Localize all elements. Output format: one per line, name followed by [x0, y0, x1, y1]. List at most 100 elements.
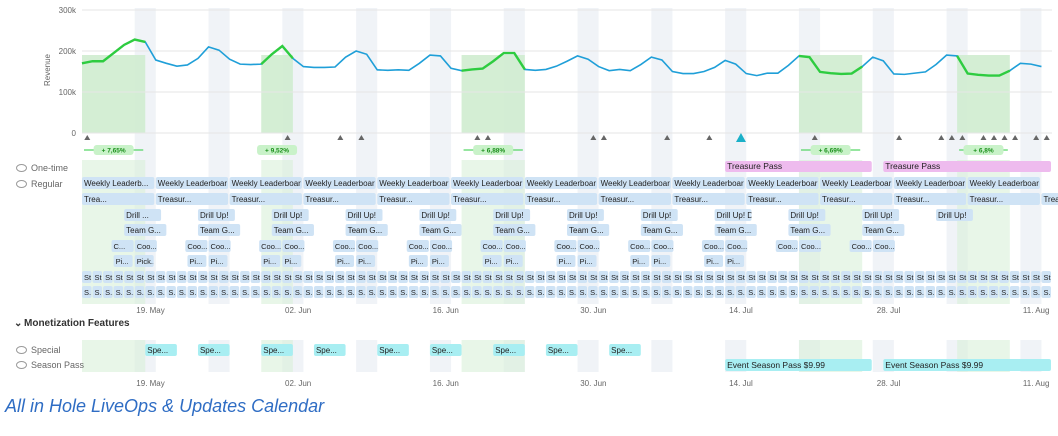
st-event-bar: [366, 271, 377, 283]
treasure-event-label: Treasur...: [453, 195, 487, 204]
treasure-event-label: Treasur...: [601, 195, 635, 204]
st-event-label: St: [885, 273, 893, 282]
pick-event-label: Pi...: [337, 257, 350, 266]
coop-event-bar: [332, 240, 356, 252]
st-event-label: St: [1033, 273, 1041, 282]
st-event: St: [229, 271, 240, 283]
treasure-event: Treasur...: [303, 193, 376, 205]
coop-event-bar: [185, 240, 208, 252]
st-event-bar: [229, 271, 240, 283]
treasure-event-bar: [229, 193, 302, 205]
st-event-bar: [798, 271, 809, 283]
st-event-label: St: [400, 273, 408, 282]
special-event-label: Spe...: [432, 346, 453, 355]
s-event: S...: [345, 286, 356, 298]
weekly-leaderboard-event-label: Weekly Leaderboar: [379, 179, 449, 188]
s-event-bar: [219, 286, 229, 298]
s-event-bar: [588, 286, 598, 298]
s-event: S...: [872, 286, 882, 298]
monetization-features-toggle[interactable]: ⌄ Monetization Features: [14, 318, 130, 329]
x-tick-label: 28. Jul: [877, 306, 901, 315]
coop-event-bar: [356, 240, 379, 252]
special-event: Spe...: [493, 344, 525, 356]
season-pass-row-label[interactable]: Season Pass: [16, 360, 84, 370]
st-event-bar: [103, 271, 113, 283]
st-event-label: St: [337, 273, 345, 282]
st-event: St: [704, 271, 714, 283]
team-event-label: Team G...: [126, 226, 161, 235]
s-event: S...: [250, 286, 261, 298]
s-event: S...: [862, 286, 872, 298]
uplift-badge: [810, 145, 851, 155]
st-event-bar: [725, 271, 735, 283]
st-event-label: St: [421, 273, 429, 282]
treasure-event-bar: [820, 193, 893, 205]
s-event-bar: [429, 286, 440, 298]
st-event-label: St: [495, 273, 503, 282]
st-event-bar: [1041, 271, 1051, 283]
eye-icon[interactable]: [16, 360, 27, 369]
team-event-bar: [567, 224, 610, 236]
treasure-event-label: Treasur...: [379, 195, 413, 204]
s-event: S...: [134, 286, 144, 298]
weekly-leaderboard-event: Weekly Leaderboar: [524, 177, 598, 189]
st-event-bar: [999, 271, 1009, 283]
weekly-leaderboard-event: Weekly Leaderboar: [451, 177, 524, 189]
st-event-bar: [240, 271, 250, 283]
eye-icon[interactable]: [16, 179, 27, 188]
s-event-bar: [197, 286, 208, 298]
s-event-bar: [524, 286, 535, 298]
team-event: Team G...: [493, 224, 536, 236]
st-event-label: St: [938, 273, 946, 282]
pick-event-label: Pi...: [580, 257, 593, 266]
st-event-label: St: [738, 273, 746, 282]
release-marker-icon: [980, 135, 987, 140]
s-event: S...: [124, 286, 134, 298]
one-time-row-label[interactable]: One-time: [16, 163, 68, 173]
st-event-label: St: [200, 273, 208, 282]
uplift-label: + 9,52%: [265, 148, 289, 155]
eye-icon[interactable]: [16, 163, 27, 172]
regular-row-label[interactable]: Regular: [16, 179, 63, 189]
weekend-band: [356, 340, 378, 372]
coop-event-bar: [554, 240, 577, 252]
st-event: St: [219, 271, 229, 283]
s-event: S...: [514, 286, 524, 298]
treasure-event-bar: [155, 193, 229, 205]
s-event-bar: [113, 286, 124, 298]
weekly-leaderboard-event-label: Weekly Leaderboar: [674, 179, 744, 188]
s-event-bar: [914, 286, 925, 298]
s-event-bar: [978, 286, 988, 298]
pick-event: Pi...: [187, 255, 207, 267]
s-event-bar: [545, 286, 556, 298]
treasure-event: Treasur...: [967, 193, 1040, 205]
pick-event-label: Pi...: [558, 257, 571, 266]
special-row-label[interactable]: Special: [16, 345, 61, 355]
st-event: St: [366, 271, 377, 283]
eye-icon[interactable]: [16, 345, 27, 354]
s-event-bar: [451, 286, 461, 298]
special-event-bar: [197, 344, 230, 356]
pick-event: Pi...: [577, 255, 597, 267]
s-event-bar: [103, 286, 113, 298]
team-event: Team G...: [124, 224, 167, 236]
st-event: St: [777, 271, 787, 283]
st-event-label: St: [105, 273, 113, 282]
treasure-event-label: Treasur...: [674, 195, 708, 204]
coop-event: C...: [111, 240, 134, 252]
st-event-label: St: [790, 273, 798, 282]
s-event-label: S...: [558, 288, 569, 297]
s-event-bar: [261, 286, 271, 298]
drill-up-event: Drill Up!: [419, 209, 457, 221]
s-event: S...: [366, 286, 377, 298]
drill-up-event-label: Drill Up!: [938, 211, 966, 220]
pick-event-bar: [556, 255, 576, 267]
pick-event-bar: [482, 255, 502, 267]
coop-event: Coo...: [849, 240, 872, 252]
s-event: S...: [672, 286, 682, 298]
coop-event: Coo...: [628, 240, 651, 252]
release-marker-icon: [1033, 135, 1040, 140]
st-event: St: [1030, 271, 1041, 283]
st-event-bar: [187, 271, 197, 283]
coop-event-label: Coo...: [727, 242, 747, 251]
